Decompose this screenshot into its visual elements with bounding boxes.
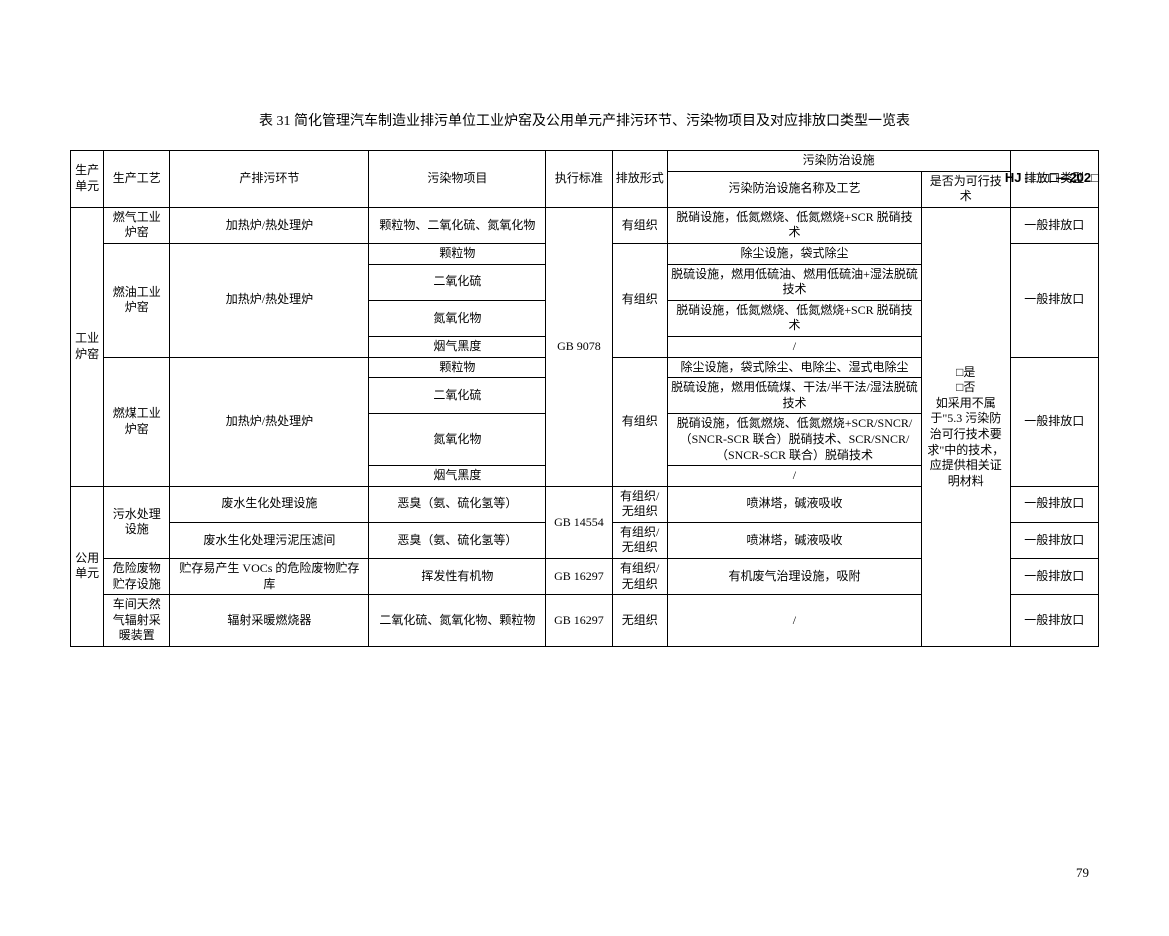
cell: 废水生化处理污泥压滤间	[170, 522, 369, 558]
cell: 废水生化处理设施	[170, 486, 369, 522]
cell: 颗粒物	[369, 357, 546, 378]
cell: 烟气黑度	[369, 336, 546, 357]
table-title: 表 31 简化管理汽车制造业排污单位工业炉窑及公用单元产排污环节、污染物项目及对…	[0, 110, 1169, 130]
cell: 二氧化硫、氮氧化物、颗粒物	[369, 595, 546, 647]
cell: 加热炉/热处理炉	[170, 207, 369, 243]
cell-unit-public: 公用单元	[71, 486, 104, 646]
th-form: 排放形式	[612, 151, 667, 208]
cell: 燃油工业炉窑	[104, 243, 170, 357]
cell: 除尘设施，袋式除尘、电除尘、湿式电除尘	[667, 357, 921, 378]
cell: 有组织	[612, 207, 667, 243]
cell: 燃煤工业炉窑	[104, 357, 170, 486]
cell: 车间天然气辐射采暖装置	[104, 595, 170, 647]
cell: 有组织	[612, 357, 667, 486]
th-link: 产排污环节	[170, 151, 369, 208]
cell: 污水处理设施	[104, 486, 170, 558]
cell: 一般排放口	[1010, 486, 1098, 522]
th-standard: 执行标准	[546, 151, 612, 208]
main-table: 生产单元 生产工艺 产排污环节 污染物项目 执行标准 排放形式 污染防治设施 排…	[70, 150, 1099, 647]
table-container: 生产单元 生产工艺 产排污环节 污染物项目 执行标准 排放形式 污染防治设施 排…	[70, 150, 1099, 647]
cell: 烟气黑度	[369, 466, 546, 487]
th-unit: 生产单元	[71, 151, 104, 208]
cell: 一般排放口	[1010, 357, 1098, 486]
cell: 燃气工业炉窑	[104, 207, 170, 243]
cell: 一般排放口	[1010, 595, 1098, 647]
header-row-1: 生产单元 生产工艺 产排污环节 污染物项目 执行标准 排放形式 污染防治设施 排…	[71, 151, 1099, 172]
cell: 有机废气治理设施，吸附	[667, 559, 921, 595]
cell: 有组织	[612, 243, 667, 357]
th-process: 生产工艺	[104, 151, 170, 208]
th-pollutant: 污染物项目	[369, 151, 546, 208]
document-code: HJ □□□□—202□	[1005, 170, 1099, 185]
cell: 有组织/无组织	[612, 559, 667, 595]
cell: 氮氧化物	[369, 414, 546, 466]
cell: 危险废物贮存设施	[104, 559, 170, 595]
th-facility: 污染防治设施名称及工艺	[667, 171, 921, 207]
cell: 恶臭（氨、硫化氢等）	[369, 486, 546, 522]
cell: 加热炉/热处理炉	[170, 357, 369, 486]
cell: 有组织/无组织	[612, 486, 667, 522]
cell-unit-furnace: 工业炉窑	[71, 207, 104, 486]
cell: 一般排放口	[1010, 243, 1098, 357]
cell: /	[667, 466, 921, 487]
cell: /	[667, 336, 921, 357]
th-tech: 是否为可行技术	[922, 171, 1010, 207]
cell: 氮氧化物	[369, 300, 546, 336]
cell: 二氧化硫	[369, 264, 546, 300]
cell: 一般排放口	[1010, 522, 1098, 558]
cell-std-gb16297: GB 16297	[546, 595, 612, 647]
cell: 辐射采暖燃烧器	[170, 595, 369, 647]
page-number: 79	[1076, 865, 1089, 881]
cell: 颗粒物、二氧化硫、氮氧化物	[369, 207, 546, 243]
cell-std-gb9078: GB 9078	[546, 207, 612, 486]
cell: 脱硝设施，低氮燃烧、低氮燃烧+SCR 脱硝技术	[667, 300, 921, 336]
cell: 一般排放口	[1010, 207, 1098, 243]
cell: 恶臭（氨、硫化氢等）	[369, 522, 546, 558]
cell: /	[667, 595, 921, 647]
cell: 二氧化硫	[369, 378, 546, 414]
cell: 一般排放口	[1010, 559, 1098, 595]
cell: 脱硫设施，燃用低硫油、燃用低硫油+湿法脱硫技术	[667, 264, 921, 300]
cell: 喷淋塔，碱液吸收	[667, 486, 921, 522]
cell: 除尘设施，袋式除尘	[667, 243, 921, 264]
cell: 颗粒物	[369, 243, 546, 264]
cell: 喷淋塔，碱液吸收	[667, 522, 921, 558]
cell: 有组织/无组织	[612, 522, 667, 558]
table-row: 工业炉窑 燃气工业炉窑 加热炉/热处理炉 颗粒物、二氧化硫、氮氧化物 GB 90…	[71, 207, 1099, 243]
cell: 加热炉/热处理炉	[170, 243, 369, 357]
cell-tech-note: □是 □否 如采用不属于"5.3 污染防治可行技术要求"中的技术，应提供相关证明…	[922, 207, 1010, 646]
cell: 脱硫设施，燃用低硫煤、干法/半干法/湿法脱硫技术	[667, 378, 921, 414]
cell: 无组织	[612, 595, 667, 647]
cell: 挥发性有机物	[369, 559, 546, 595]
cell-std-gb14554: GB 14554	[546, 486, 612, 558]
cell: 脱硝设施，低氮燃烧、低氮燃烧+SCR/SNCR/（SNCR-SCR 联合）脱硝技…	[667, 414, 921, 466]
cell: 脱硝设施，低氮燃烧、低氮燃烧+SCR 脱硝技术	[667, 207, 921, 243]
cell: 贮存易产生 VOCs 的危险废物贮存库	[170, 559, 369, 595]
cell-std-gb16297: GB 16297	[546, 559, 612, 595]
th-prevention: 污染防治设施	[667, 151, 1010, 172]
